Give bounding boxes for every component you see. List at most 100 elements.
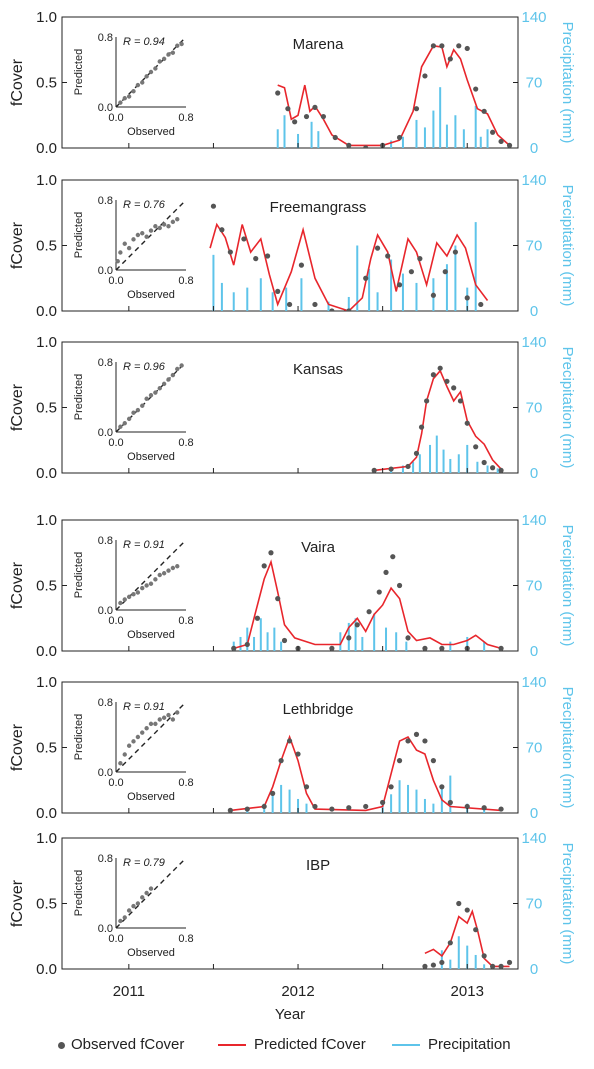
observed-point [320, 113, 327, 120]
y-left-tick-label: 1.0 [36, 674, 57, 691]
inset-x-tick-label: 0.0 [108, 933, 123, 945]
observed-point [405, 738, 411, 744]
inset-point [170, 372, 176, 378]
observed-point [478, 301, 484, 308]
precip-bar [454, 115, 457, 148]
observed-point [418, 424, 425, 430]
inset-point [170, 565, 176, 571]
observed-point [346, 308, 352, 311]
observed-point [439, 645, 445, 651]
inset-point [135, 590, 141, 595]
inset-point [135, 232, 141, 238]
observed-point [374, 245, 381, 251]
precip-bar [401, 136, 404, 148]
inset-y-tick-label: 0.8 [98, 195, 113, 207]
legend-precip-line [392, 1044, 420, 1047]
inset-point [118, 600, 123, 606]
precip-bar [253, 636, 256, 651]
y-right-axis-title: Precipitation (mm) [559, 525, 576, 647]
predicted-line [209, 222, 489, 311]
inset-r-label: R = 0.96 [123, 361, 166, 373]
precip-bar [462, 129, 465, 148]
precip-bar [390, 140, 393, 148]
y-left-tick-label: 1.0 [36, 830, 57, 847]
inset-point [153, 721, 158, 727]
legend-predicted-line [218, 1044, 246, 1047]
precip-bar [300, 278, 303, 311]
observed-point [286, 738, 293, 744]
inset-point [122, 96, 127, 101]
y-right-tick-label: 0 [530, 140, 538, 157]
observed-point [312, 104, 318, 110]
inset-x-label: Observed [127, 451, 175, 463]
inset-point [126, 594, 132, 600]
observed-point [490, 465, 496, 471]
y-left-axis-title: fCover [9, 723, 26, 771]
precip-bar [432, 110, 435, 148]
precip-bar [305, 803, 308, 813]
y-right-tick-label: 140 [521, 334, 546, 351]
y-right-tick-label: 70 [526, 740, 543, 757]
predicted-line [230, 734, 502, 812]
observed-point [312, 301, 318, 308]
observed-point [346, 142, 352, 148]
precip-bar [454, 245, 457, 311]
observed-point [417, 256, 423, 262]
inset-y-label: Predicted [73, 374, 85, 420]
inset-point [157, 386, 162, 391]
precip-bar [440, 950, 443, 969]
observed-point [422, 963, 428, 969]
inset-point [175, 564, 180, 569]
x-tick-label: 2012 [281, 983, 314, 1000]
inset-point [170, 219, 176, 225]
observed-point [231, 645, 237, 651]
y-left-tick-label: 0.0 [36, 961, 57, 978]
observed-point [456, 900, 462, 907]
inset-point [115, 259, 120, 264]
inset-point [144, 583, 149, 588]
y-left-tick-label: 0.0 [36, 643, 57, 660]
inset-point [131, 237, 136, 242]
plot-area [275, 43, 513, 148]
predicted-line [424, 909, 510, 968]
precip-bar [445, 124, 448, 148]
precip-bar [418, 454, 421, 473]
inset-1to1-line [115, 199, 187, 271]
observed-point [473, 927, 479, 933]
predicted-line [233, 559, 502, 650]
observed-point [244, 641, 250, 648]
observed-point [481, 459, 487, 466]
inset-r-label: R = 0.76 [123, 199, 166, 211]
inset-point [157, 59, 162, 64]
inset-point [140, 80, 145, 85]
inset-y-tick-label: 0.8 [98, 32, 113, 44]
precip-bar [483, 964, 486, 969]
observed-point [456, 43, 462, 49]
precip-bar [439, 87, 442, 148]
observed-point [444, 378, 450, 384]
inset-point [179, 41, 184, 47]
precip-bar [310, 121, 313, 148]
observed-point [261, 803, 267, 810]
observed-point [490, 963, 496, 969]
inset-point [135, 82, 141, 88]
observed-point [498, 645, 504, 651]
precip-bar [373, 613, 376, 651]
inset-r-label: R = 0.79 [123, 857, 165, 869]
observed-point [210, 203, 217, 209]
observed-point [329, 806, 335, 812]
inset-1to1-line [115, 857, 187, 929]
observed-point [396, 282, 403, 288]
y-right-tick-label: 70 [526, 578, 543, 595]
precip-bar [354, 618, 357, 651]
inset-point [122, 915, 127, 920]
observed-point [442, 269, 448, 275]
observed-point [506, 959, 513, 966]
panel-freemangrass: 0.0 0.5 1.0 0 70 140 fCover Precipitation (mm) F… [9, 172, 576, 320]
observed-point [281, 637, 288, 644]
precip-bar [479, 136, 482, 148]
